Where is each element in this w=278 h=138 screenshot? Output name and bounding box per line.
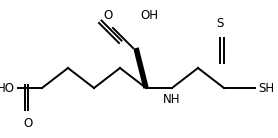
Text: HO: HO	[0, 82, 15, 95]
Text: SH: SH	[258, 82, 274, 95]
Text: NH: NH	[163, 93, 181, 106]
Text: O: O	[23, 117, 33, 130]
Text: S: S	[216, 17, 224, 30]
Text: OH: OH	[140, 9, 158, 22]
Text: O: O	[104, 9, 113, 22]
